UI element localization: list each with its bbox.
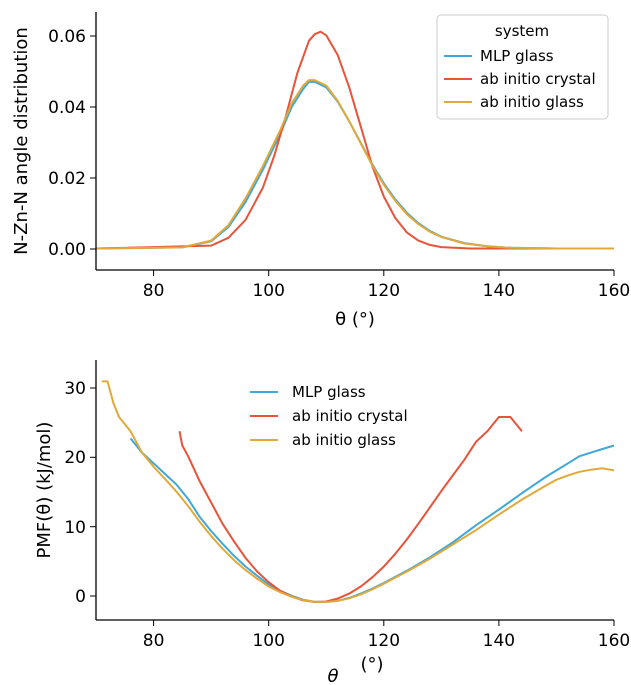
p2-xtick-label: 160 [598, 631, 630, 651]
p1-ytick-label: 0.02 [48, 169, 86, 189]
p2-ytick-label: 30 [64, 379, 86, 399]
p1-ytick-label: 0.00 [48, 240, 86, 260]
p1-series-ab-initio-crystal [95, 30, 614, 250]
p2-y-axis-label: PMF(θ) (kJ/mol) [34, 422, 55, 559]
p1-y-axis-label: N-Zn-N angle distribution [11, 27, 32, 255]
p2-ytick-label: 0 [75, 587, 86, 607]
p2-xtick-label: 100 [252, 631, 284, 651]
pmf-panel: 0 10 20 30 80 100 120 140 160 θ (°) PMF(… [34, 360, 630, 685]
p1-legend-frame [436, 14, 609, 120]
p2-legend-label-ab-initio-crystal: ab initio crystal [292, 407, 408, 425]
p2-xtick-label: 80 [143, 631, 165, 651]
pmf-lines [101, 380, 615, 603]
p2-x-axis-unit: (°) [360, 654, 383, 675]
p1-xtick-label: 140 [483, 281, 515, 301]
p1-ytick-label: 0.04 [48, 98, 86, 118]
p2-series-ab-initio-crystal [178, 416, 523, 603]
p1-legend: system MLP glass ab initio crystal ab in… [436, 14, 609, 120]
p1-series-ab-initio-glass [95, 79, 614, 250]
p1-xtick-label: 160 [598, 281, 630, 301]
angle-distribution-panel: 0.00 0.02 0.04 0.06 80 100 120 140 160 θ… [11, 12, 630, 330]
p2-legend-label-mlp-glass: MLP glass [292, 383, 366, 401]
p1-xtick-label: 100 [252, 281, 284, 301]
angle-distribution-lines [95, 30, 614, 250]
p1-legend-label-ab-initio-crystal: ab initio crystal [480, 70, 596, 88]
p2-legend-label-ab-initio-glass: ab initio glass [292, 431, 396, 449]
p2-series-ab-initio-glass [101, 380, 615, 603]
p2-ytick-label: 20 [64, 448, 86, 468]
p2-xtick-label: 140 [483, 631, 515, 651]
p2-ytick-label: 10 [64, 518, 86, 538]
p2-legend: MLP glass ab initio crystal ab initio gl… [250, 383, 408, 449]
p2-x-axis-label: θ [327, 666, 338, 685]
p1-legend-title: system [495, 22, 549, 40]
p1-legend-label-ab-initio-glass: ab initio glass [480, 93, 584, 111]
p1-x-axis-label: θ (°) [335, 309, 375, 330]
p1-xtick-label: 120 [368, 281, 400, 301]
p1-legend-label-mlp-glass: MLP glass [480, 47, 554, 65]
p2-xtick-label: 120 [368, 631, 400, 651]
p1-ytick-label: 0.06 [48, 27, 86, 47]
p1-xtick-label: 80 [143, 281, 165, 301]
